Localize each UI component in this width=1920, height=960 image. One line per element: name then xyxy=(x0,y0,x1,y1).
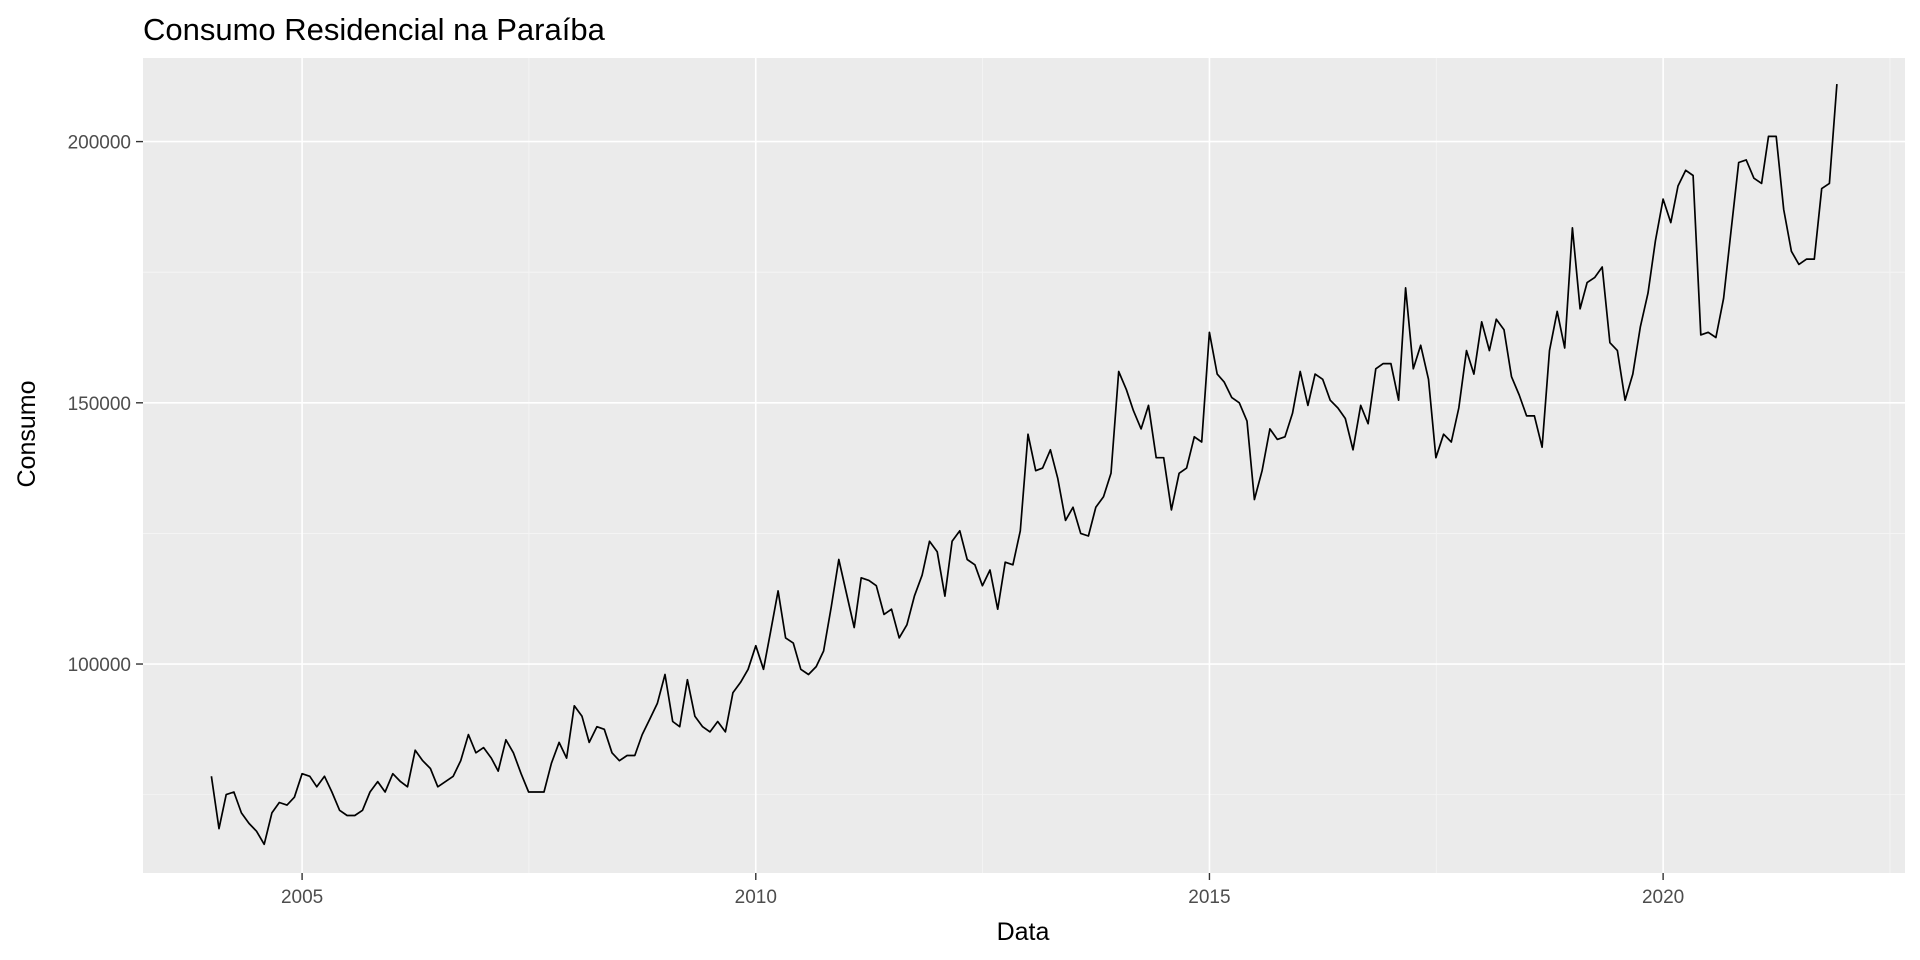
plot-panel xyxy=(143,58,1905,873)
x-axis-title: Data xyxy=(997,918,1050,946)
series-layer xyxy=(210,84,1838,846)
axis-ticks: 100000 150000 200000 2005 2010 2015 2020 xyxy=(68,133,1685,908)
y-tick-label: 100000 xyxy=(68,655,131,676)
x-tick-label: 2015 xyxy=(1188,887,1230,908)
y-tick-label: 200000 xyxy=(68,133,131,154)
x-tick-label: 2005 xyxy=(281,887,323,908)
y-axis-title: Consumo xyxy=(13,381,41,488)
consumo-series-line xyxy=(210,84,1838,846)
minor-gridlines xyxy=(143,58,1905,873)
chart-title: Consumo Residencial na Paraíba xyxy=(143,12,606,47)
y-tick-label: 150000 xyxy=(68,394,131,415)
major-gridlines xyxy=(143,58,1905,873)
x-tick-label: 2020 xyxy=(1642,887,1684,908)
x-tick-label: 2010 xyxy=(735,887,777,908)
